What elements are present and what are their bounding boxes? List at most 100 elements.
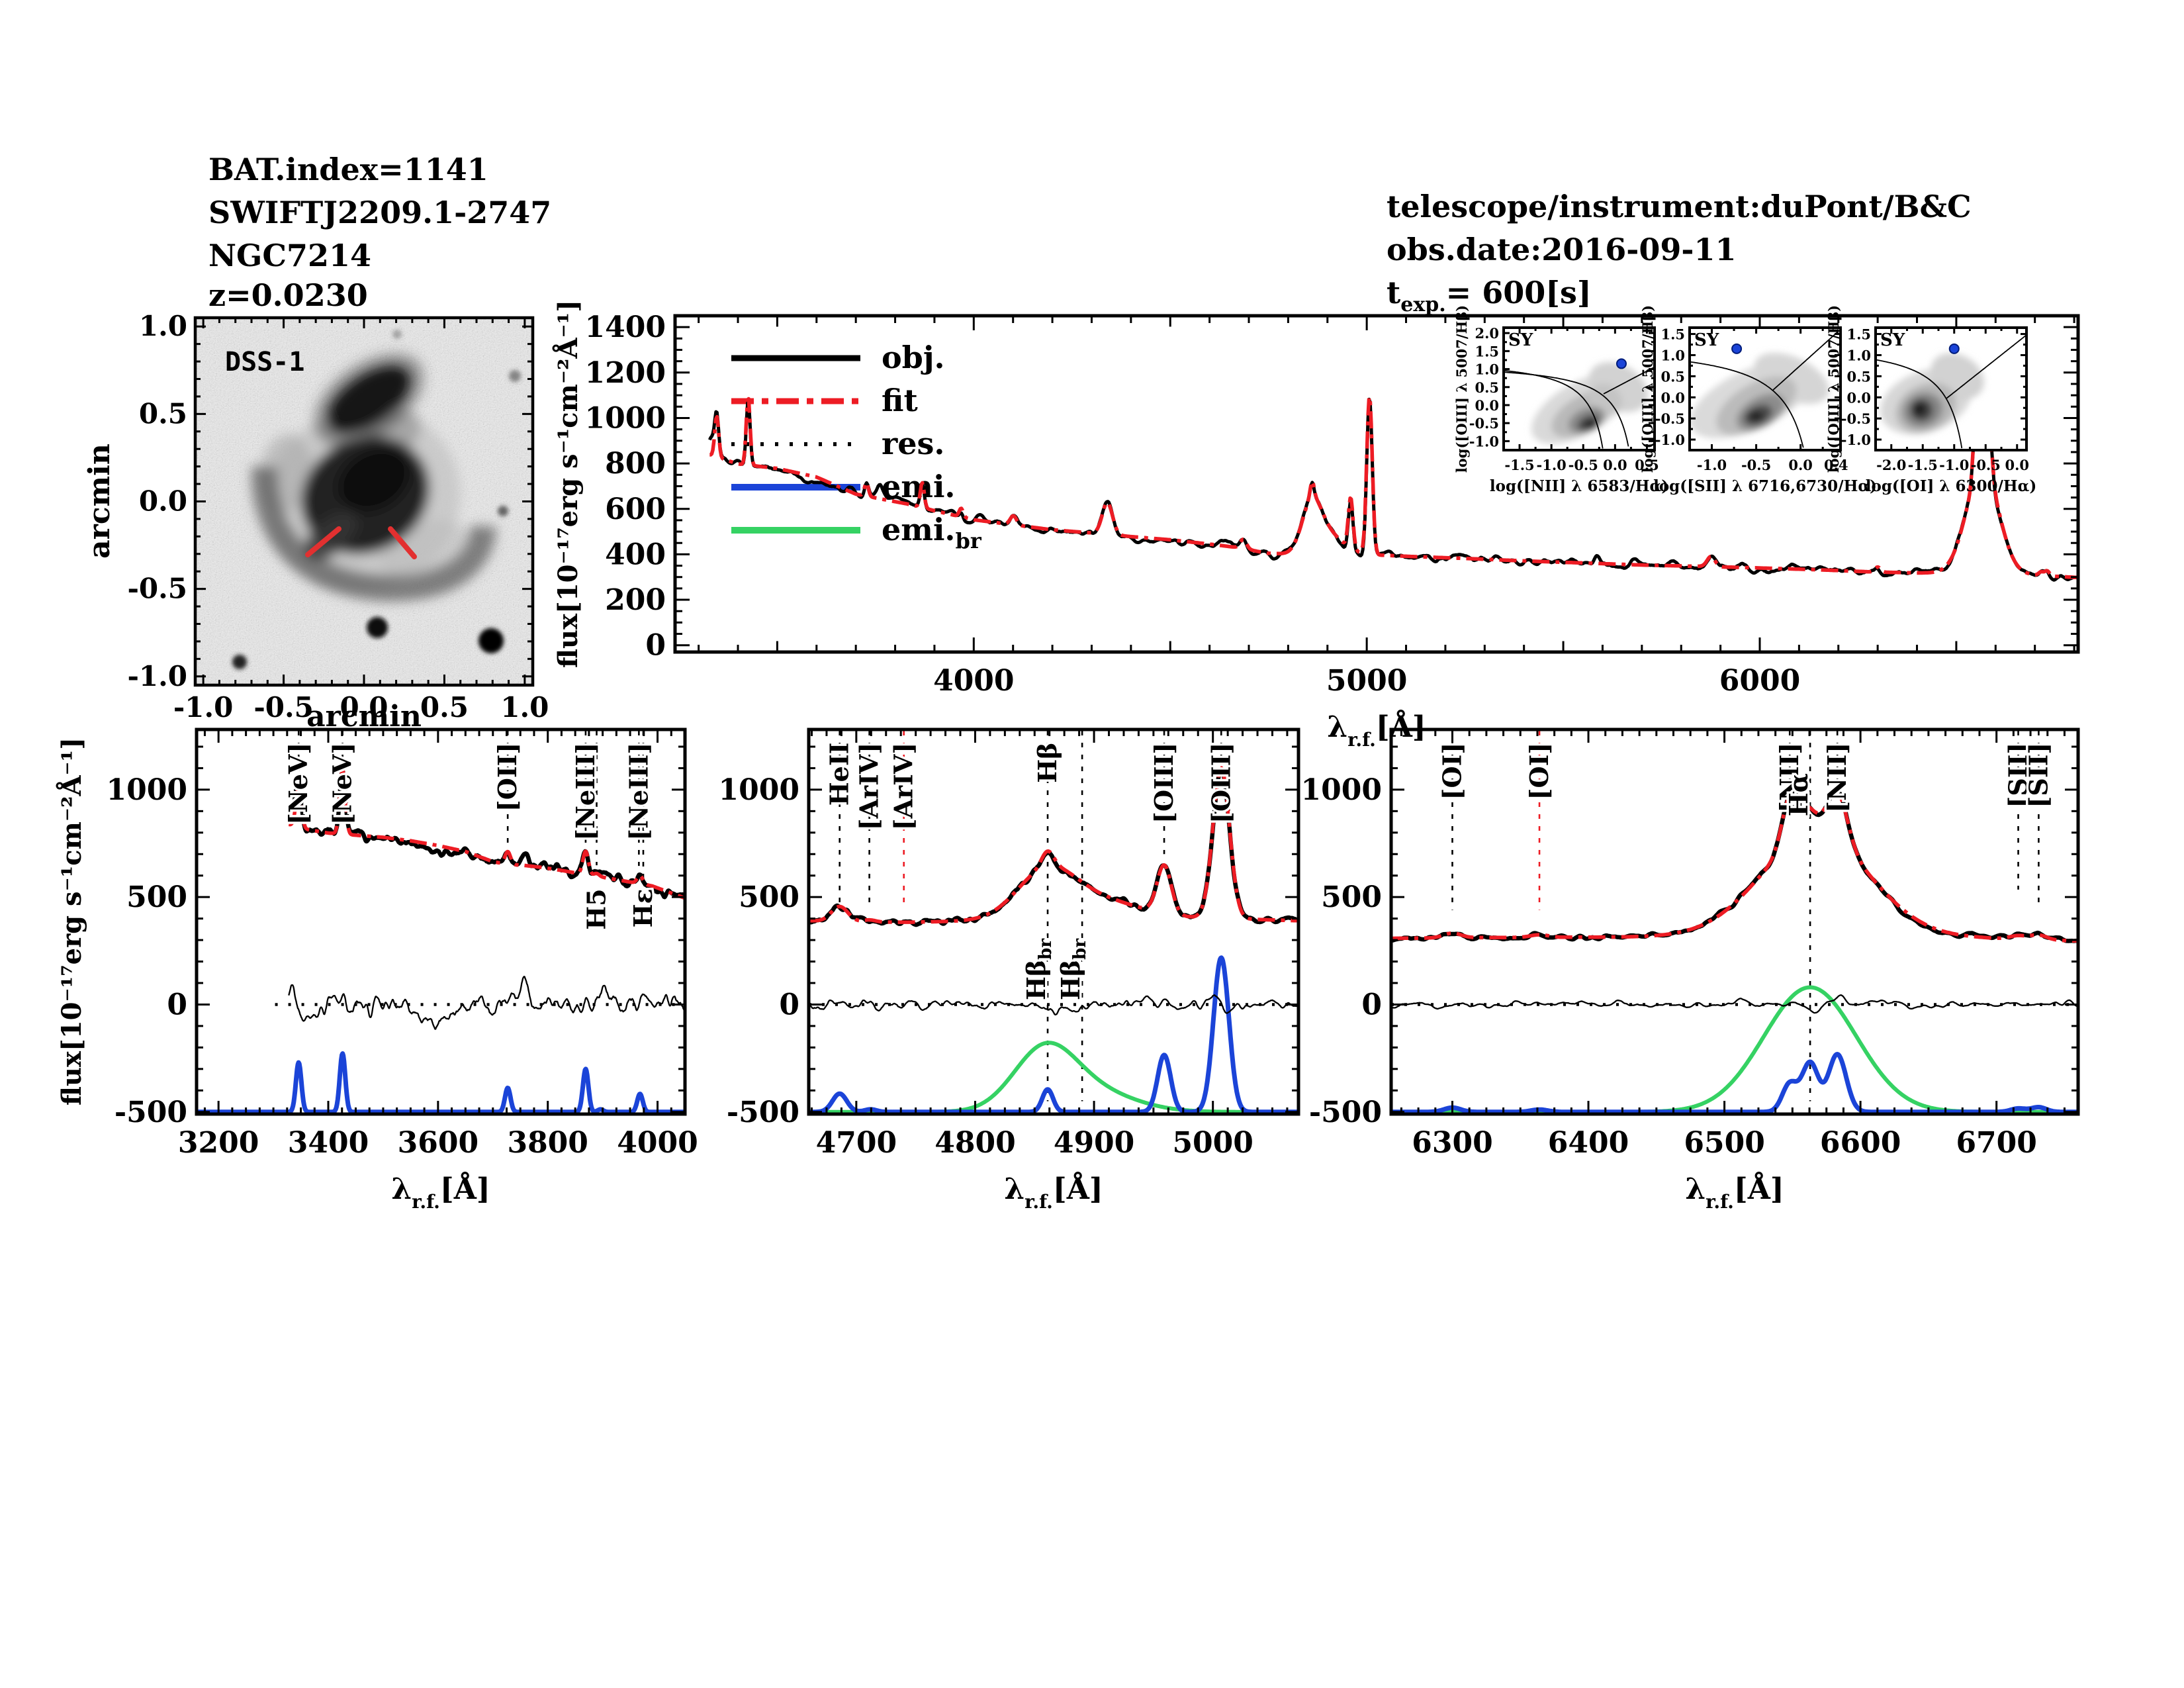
svg-text:1.0: 1.0 — [1661, 347, 1685, 363]
tick-labels: 3200 3400 3600 3800 4000 1000 500 0 -500 — [107, 773, 698, 1160]
inset-yaxis-label: log([OIII] λ 5007/Hβ) — [1825, 305, 1842, 473]
demarcation-curve — [1504, 369, 1604, 449]
galaxy-density-map — [1531, 361, 1649, 444]
wavelength-axis-label: λr.f.[Å] — [1004, 1171, 1103, 1213]
line-id-label: [NeIII] — [570, 743, 600, 841]
svg-text:0.5: 0.5 — [420, 691, 469, 724]
svg-text:1000: 1000 — [719, 773, 799, 807]
svg-text:500: 500 — [126, 880, 187, 914]
line-id-label: [NeIII] — [623, 743, 653, 841]
star — [367, 617, 388, 638]
panel-frame — [1688, 326, 1842, 451]
residual-curve — [288, 976, 685, 1030]
legend: obj. fit res. emi. emi.br — [731, 340, 982, 553]
svg-text:0.5: 0.5 — [1661, 368, 1685, 385]
svg-text:0.0: 0.0 — [1475, 397, 1499, 414]
svg-text:0.4: 0.4 — [1824, 457, 1848, 473]
line-id-label: [NeV] — [283, 743, 313, 825]
line-id-label: Hβ — [1032, 743, 1062, 783]
svg-text:-0.5: -0.5 — [1841, 410, 1871, 427]
svg-text:0.0: 0.0 — [1603, 457, 1627, 473]
svg-text:-0.5: -0.5 — [1971, 457, 2001, 473]
svg-text:6500: 6500 — [1684, 1126, 1764, 1160]
svg-text:0.0: 0.0 — [1661, 389, 1685, 406]
dss-survey-label: DSS-1 — [225, 347, 304, 377]
svg-text:1200: 1200 — [585, 356, 666, 390]
inset-tick-labels: -2.0 -1.5 -1.0 -0.5 0.01.51.00.50.0-0.5-1.0 — [1841, 326, 2029, 473]
demarcation-curve — [1504, 371, 1629, 447]
fit-model-curve — [1391, 789, 2078, 943]
inset-xaxis-label: log([NII] λ 6583/Hα) — [1490, 477, 1668, 495]
slit-marker — [305, 526, 417, 559]
demarcation-curve — [1946, 334, 2026, 399]
narrow-emission-model-curve — [1391, 1052, 2078, 1114]
svg-text:-1.0: -1.0 — [1537, 457, 1567, 473]
demarcation-curve — [1603, 366, 1655, 395]
fit-model-curve — [809, 766, 1298, 924]
swift-id-label: SWIFTJ2209.1-2747 — [208, 195, 551, 230]
svg-text:6700: 6700 — [1956, 1126, 2036, 1160]
svg-text:-1.0: -1.0 — [1939, 457, 1969, 473]
svg-text:0.0: 0.0 — [1846, 389, 1871, 406]
line-id-label: Hβbr — [1056, 939, 1090, 1000]
svg-text:-0.5: -0.5 — [1741, 457, 1771, 473]
field-stars — [232, 330, 521, 669]
svg-text:6600: 6600 — [1820, 1126, 1901, 1160]
bpt-inset-bpt_nii: SY-1.5 -1.0 -0.5 0.0 0.52.01.51.00.50.0-0.5-… — [1453, 305, 1668, 495]
svg-text:2.0: 2.0 — [1475, 325, 1499, 342]
svg-text:-0.5: -0.5 — [1655, 410, 1685, 427]
svg-text:4000: 4000 — [933, 664, 1014, 698]
svg-text:0: 0 — [645, 629, 666, 663]
svg-text:1.5: 1.5 — [1475, 343, 1499, 359]
line-id-label: H5 — [581, 888, 611, 929]
galaxy-core — [338, 447, 410, 512]
wavelength-axis-label: λr.f.[Å] — [1685, 1171, 1784, 1213]
axis-ticks — [1391, 729, 2078, 1114]
obs-date-label: obs.date:2016-09-11 — [1387, 232, 1736, 267]
telescope-label: telescope/instrument:duPont/B&C — [1387, 189, 1972, 224]
classification-label: SY — [1880, 330, 1905, 350]
dss-tick-labels: -1.0 -0.5 0.0 0.5 1.0 -1.0 -0.5 0.0 0.5 1.0 — [127, 310, 549, 724]
svg-text:-500: -500 — [114, 1096, 187, 1129]
line-id-label: [ArIV] — [854, 743, 884, 831]
svg-text:0.5: 0.5 — [1846, 368, 1871, 385]
svg-text:0.5: 0.5 — [1635, 457, 1659, 473]
dss-yaxis-label: arcmin — [83, 444, 116, 559]
legend-label-emi-br: emi.br — [882, 512, 982, 553]
broad-emission-model-curve — [1391, 985, 2078, 1114]
legend-item-obj: obj. — [731, 340, 945, 375]
svg-text:600: 600 — [605, 492, 666, 526]
svg-text:1.0: 1.0 — [500, 691, 549, 724]
svg-text:-500: -500 — [727, 1096, 799, 1129]
svg-text:400: 400 — [605, 538, 666, 571]
svg-text:0.0: 0.0 — [1788, 457, 1813, 473]
svg-text:-1.0: -1.0 — [127, 660, 187, 692]
svg-text:-0.5: -0.5 — [1569, 457, 1598, 473]
legend-item-emi-br: emi.br — [731, 512, 982, 553]
curves — [1391, 789, 2078, 1114]
bpt-inset-bpt_oi: SY-2.0 -1.5 -1.0 -0.5 0.01.51.00.50.0-0.5-1.… — [1825, 305, 2036, 495]
spectrum-panel-main: 4000 5000 6000 0 200 400 600 800 1000 1200 1400 λr.… — [585, 310, 2080, 751]
axis-ticks — [1874, 328, 2026, 451]
svg-text:6000: 6000 — [1719, 664, 1800, 698]
svg-text:3400: 3400 — [288, 1126, 369, 1160]
svg-text:1.5: 1.5 — [1846, 326, 1871, 343]
svg-text:-1.0: -1.0 — [1841, 432, 1871, 448]
dss-image-panel: DSS-1 arcmin arcmin — [83, 318, 533, 733]
demarcation-curve — [1876, 359, 1963, 449]
inset-tick-labels: -1.5 -1.0 -0.5 0.0 0.52.01.51.00.50.0-0.5-1.… — [1469, 325, 1659, 473]
source-data-point — [1731, 343, 1743, 354]
line-id-label: [OI] — [1437, 743, 1467, 800]
panel-frame — [807, 727, 1300, 1116]
panel-frame — [1389, 727, 2080, 1116]
svg-text:-1.5: -1.5 — [1504, 457, 1534, 473]
svg-text:-1.5: -1.5 — [1908, 457, 1938, 473]
svg-text:5000: 5000 — [1326, 664, 1407, 698]
svg-text:-0.5: -0.5 — [253, 691, 314, 724]
galaxy-name-label: NGC7214 — [208, 238, 371, 273]
line-id-label: [ArIV] — [889, 743, 919, 831]
dss-axes: -1.0 -0.5 0.0 0.5 1.0 -1.0 -0.5 0.0 0.5 1.0 — [127, 310, 549, 724]
line-id-label: HeII — [825, 743, 854, 806]
svg-text:-1.0: -1.0 — [1697, 457, 1727, 473]
line-id-markers — [1451, 731, 2040, 1102]
